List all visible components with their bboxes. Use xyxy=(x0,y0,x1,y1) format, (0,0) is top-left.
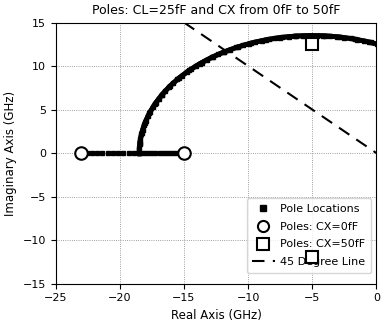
Y-axis label: Imaginary Axis (GHz): Imaginary Axis (GHz) xyxy=(4,91,17,215)
Legend: Pole Locations, Poles: CX=0fF, Poles: CX=50fF, 45 Degree Line: Pole Locations, Poles: CX=0fF, Poles: CX… xyxy=(247,198,371,273)
Title: Poles: CL=25fF and CX from 0fF to 50fF: Poles: CL=25fF and CX from 0fF to 50fF xyxy=(92,4,340,17)
X-axis label: Real Axis (GHz): Real Axis (GHz) xyxy=(170,309,262,322)
